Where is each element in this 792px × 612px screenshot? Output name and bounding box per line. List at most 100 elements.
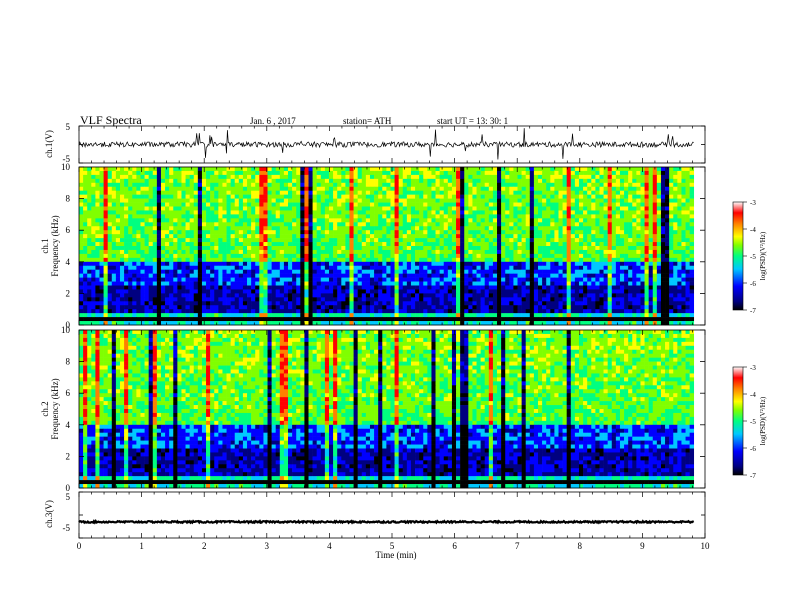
spectrogram-cell bbox=[497, 206, 502, 211]
spectrogram-cell bbox=[632, 210, 637, 215]
spectrogram-cell bbox=[271, 222, 277, 227]
spectrogram-cell bbox=[177, 178, 182, 184]
spectrogram-cell bbox=[472, 174, 477, 180]
spectrogram-cell bbox=[685, 194, 690, 199]
spectrogram-cell bbox=[79, 273, 84, 278]
spectrogram-cell bbox=[111, 234, 117, 239]
spectrogram-cell bbox=[480, 226, 486, 231]
spectrogram-cell bbox=[558, 242, 563, 247]
spectrogram-cell bbox=[91, 206, 96, 211]
spectrogram-cell bbox=[197, 289, 203, 294]
spectrogram-cell bbox=[554, 222, 559, 227]
spectrogram-cell bbox=[165, 257, 170, 263]
spectrogram-cell bbox=[521, 210, 527, 215]
spectrogram-cell bbox=[222, 198, 227, 203]
spectrogram-cell bbox=[197, 226, 203, 231]
spectrogram-cell bbox=[177, 167, 182, 172]
spectrogram-cell bbox=[365, 234, 371, 239]
spectrogram-cell bbox=[103, 190, 108, 195]
spectrogram-cell bbox=[259, 246, 264, 251]
spectrogram-cell bbox=[296, 174, 301, 180]
spectrogram-cell bbox=[226, 226, 231, 231]
spectrogram-cell bbox=[103, 234, 108, 239]
spectrogram-cell bbox=[275, 190, 281, 195]
spectrogram-cell bbox=[148, 289, 154, 294]
spectrogram-cell bbox=[451, 285, 457, 290]
spectrogram-cell bbox=[472, 234, 477, 239]
spectrogram-cell bbox=[345, 289, 350, 294]
spectrogram-cell bbox=[193, 198, 199, 203]
spectrogram-cell bbox=[197, 253, 203, 259]
spectrogram-cell bbox=[111, 281, 117, 286]
spectrogram-cell bbox=[574, 238, 580, 243]
spectrogram-cell bbox=[431, 170, 436, 176]
spectrogram-cell bbox=[550, 285, 555, 290]
spectrogram-cell bbox=[365, 257, 371, 263]
spectrogram-cell bbox=[415, 242, 420, 247]
spectrogram-cell bbox=[312, 253, 317, 259]
spectrogram-cell bbox=[513, 234, 518, 239]
spectrogram-cell bbox=[369, 174, 375, 180]
spectrogram-cell bbox=[451, 281, 457, 286]
spectrogram-cell bbox=[382, 242, 387, 247]
spectrogram-cell bbox=[488, 293, 494, 298]
spectrogram-cell bbox=[529, 273, 535, 278]
spectrogram-cell bbox=[255, 186, 260, 191]
spectrogram-cell bbox=[402, 249, 408, 255]
spectrogram-cell bbox=[640, 242, 645, 247]
spectrogram-cell bbox=[341, 182, 346, 188]
spectrogram-cell bbox=[538, 246, 543, 251]
spectrogram-cell bbox=[570, 186, 576, 191]
spectrogram-cell bbox=[173, 182, 178, 188]
spectrogram-cell bbox=[615, 190, 621, 195]
spectrogram-cell bbox=[439, 253, 445, 259]
spectrogram-cell bbox=[685, 273, 690, 278]
spectrogram-cell bbox=[279, 246, 285, 251]
spectrogram-cell bbox=[177, 234, 182, 239]
spectrogram-cell bbox=[152, 289, 158, 294]
spectrogram-cell bbox=[210, 285, 215, 290]
spectrogram-cell bbox=[587, 234, 592, 239]
spectrogram-cell bbox=[300, 167, 305, 172]
spectrogram-cell bbox=[611, 293, 617, 298]
spectrogram-cell bbox=[193, 202, 199, 207]
spectrogram-cell bbox=[296, 265, 301, 270]
spectrogram-cell bbox=[382, 206, 387, 211]
spectrogram-cell bbox=[288, 174, 293, 180]
spectrogram-cell bbox=[177, 242, 182, 247]
spectrogram-cell bbox=[210, 261, 215, 267]
spectrogram-cell bbox=[677, 186, 682, 191]
spectrogram-cell bbox=[160, 265, 166, 270]
spectrogram-cell bbox=[132, 222, 137, 227]
spectrogram-cell bbox=[226, 242, 231, 247]
spectrogram-cell bbox=[423, 281, 428, 286]
spectrogram-cell bbox=[91, 273, 96, 278]
spectrogram-cell bbox=[79, 174, 84, 180]
spectrogram-cell bbox=[140, 285, 145, 290]
spectrogram-cell bbox=[525, 174, 531, 180]
spectrogram-cell bbox=[611, 269, 617, 274]
spectrogram-cell bbox=[410, 226, 416, 231]
spectrogram-cell bbox=[480, 246, 486, 251]
spectrogram-cell bbox=[656, 234, 662, 239]
spectrogram-cell bbox=[431, 249, 436, 255]
spectrogram-cell bbox=[333, 182, 338, 188]
spectrogram-cell bbox=[345, 265, 350, 270]
spectrogram-cell bbox=[374, 218, 379, 223]
spectrogram-cell bbox=[214, 234, 219, 239]
spectrogram-cell bbox=[673, 226, 678, 231]
spectrogram-cell bbox=[685, 222, 690, 227]
spectrogram-cell bbox=[595, 257, 600, 263]
spectrogram-cell bbox=[640, 289, 645, 294]
spectrogram-cell bbox=[410, 190, 416, 195]
spectrogram-cell bbox=[271, 170, 277, 176]
spectrogram-cell bbox=[296, 281, 301, 286]
spectrogram-cell bbox=[394, 218, 399, 223]
spectrogram-cell bbox=[107, 226, 113, 231]
spectrogram-cell bbox=[599, 182, 604, 188]
spectrogram-cell bbox=[468, 238, 473, 243]
spectrogram-cell bbox=[546, 210, 551, 215]
spectrogram-cell bbox=[119, 206, 125, 211]
spectrogram-cell bbox=[406, 198, 412, 203]
spectrogram-cell bbox=[615, 234, 621, 239]
